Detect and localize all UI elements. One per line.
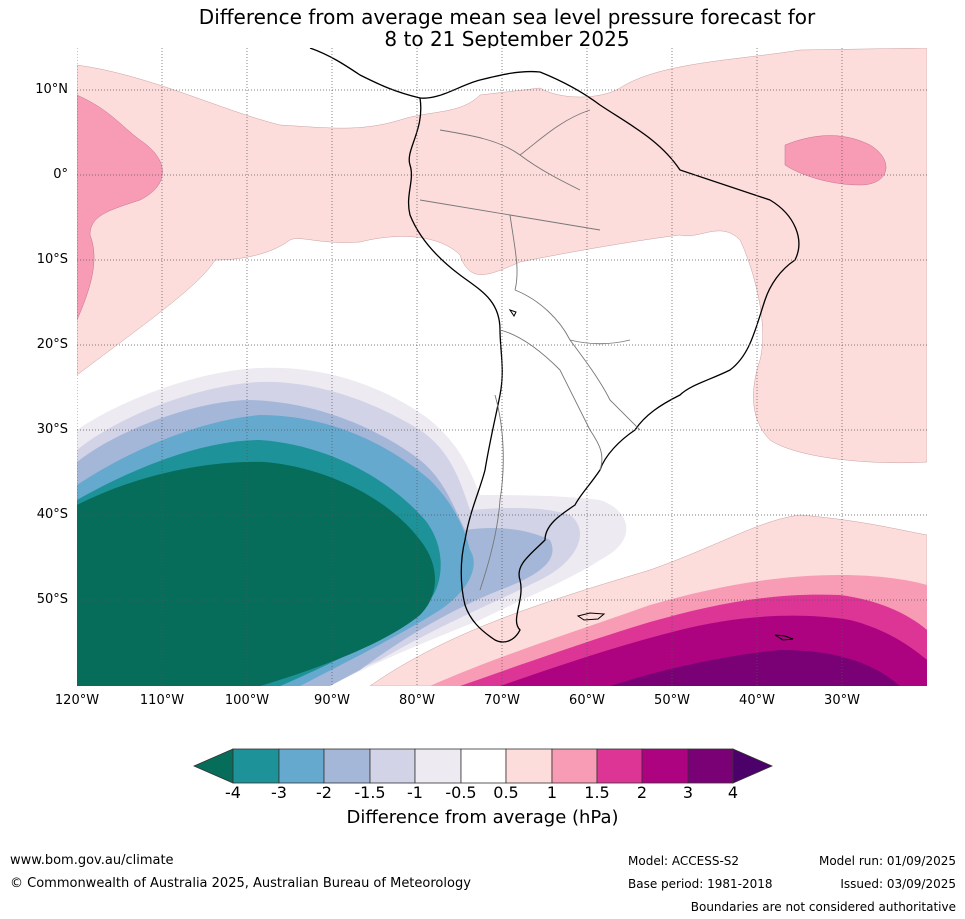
falkland-islands <box>576 612 606 621</box>
colorbar-tick: -1 <box>407 783 423 802</box>
lon-label-70w: 70°W <box>484 693 520 708</box>
positive-anomaly-3-south <box>610 650 900 686</box>
colorbar-tick: -0.5 <box>445 783 477 802</box>
colorbar-extend-high <box>732 748 774 784</box>
negative-anomaly-4 <box>77 461 435 686</box>
issued-date: Issued: 03/09/2025 <box>840 877 956 891</box>
lon-label-60w: 60°W <box>569 693 605 708</box>
lon-label-90w: 90°W <box>314 693 350 708</box>
colorbar-tick: 0.5 <box>493 783 519 802</box>
country-borders <box>419 109 641 591</box>
colorbar <box>192 748 774 784</box>
colorbar-tick: 2 <box>636 783 648 802</box>
lat-label-0: 0° <box>53 167 68 182</box>
boundaries-disclaimer: Boundaries are not considered authoritat… <box>690 900 956 914</box>
colorbar-tick: -3 <box>271 783 287 802</box>
map-title-line-2: 8 to 21 September 2025 <box>384 27 630 51</box>
south-america-coastline <box>407 70 800 643</box>
south-georgia <box>774 634 794 641</box>
lat-label-40s: 40°S <box>36 507 68 522</box>
lon-label-120w: 120°W <box>54 693 100 708</box>
positive-anomaly-1-west <box>77 94 163 321</box>
lat-label-30s: 30°S <box>36 422 68 437</box>
lon-label-50w: 50°W <box>654 693 690 708</box>
lake-titicaca <box>508 309 517 317</box>
colorbar-tick: 1 <box>546 783 558 802</box>
lon-label-100w: 100°W <box>224 693 270 708</box>
lat-label-10n: 10°N <box>35 82 68 97</box>
colorbar-tick: 3 <box>682 783 694 802</box>
lat-label-20s: 20°S <box>36 337 68 352</box>
graticule <box>77 48 927 686</box>
lat-label-50s: 50°S <box>36 592 68 607</box>
central-america-coastline <box>309 48 421 99</box>
positive-anomaly-1-east <box>784 135 887 186</box>
lon-label-30w: 30°W <box>824 693 860 708</box>
map-title-line-1: Difference from average mean sea level p… <box>198 5 816 29</box>
model-run-date: Model run: 01/09/2025 <box>818 854 956 868</box>
colorbar-extend-low <box>192 748 234 784</box>
model-name: Model: ACCESS-S2 <box>628 854 740 868</box>
colorbar-tick: -1.5 <box>354 783 386 802</box>
colorbar-title: Difference from average (hPa) <box>346 807 619 828</box>
colorbar-tick: -2 <box>316 783 332 802</box>
lon-label-40w: 40°W <box>739 693 775 708</box>
website-link[interactable]: www.bom.gov.au/climate <box>10 853 174 868</box>
lon-label-80w: 80°W <box>399 693 435 708</box>
colorbar-tick: 4 <box>727 783 739 802</box>
lat-label-10s: 10°S <box>36 252 68 267</box>
copyright-text: © Commonwealth of Australia 2025, Austra… <box>10 876 471 891</box>
colorbar-tick: -4 <box>225 783 241 802</box>
lon-label-110w: 110°W <box>139 693 185 708</box>
colorbar-tick: 1.5 <box>584 783 610 802</box>
base-period: Base period: 1981-2018 <box>628 877 773 891</box>
